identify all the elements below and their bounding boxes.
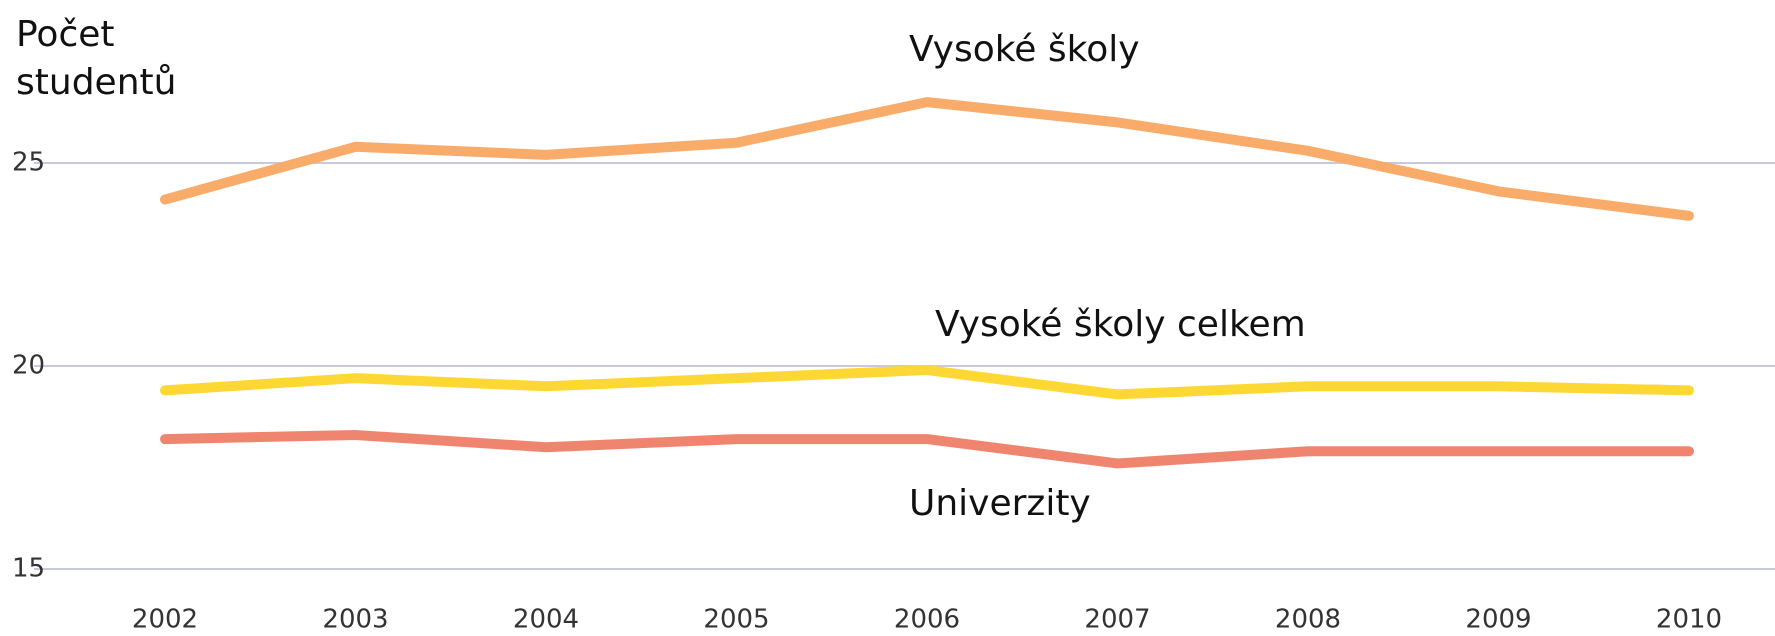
- y-axis-label: Počet: [16, 14, 115, 55]
- series-label: Vysoké školy celkem: [935, 304, 1306, 345]
- y-tick-label: 25: [12, 148, 45, 178]
- y-tick-label: 20: [12, 351, 45, 381]
- x-tick-label: 2004: [513, 605, 579, 635]
- y-axis-label: studentů: [16, 62, 176, 103]
- series-label: Univerzity: [909, 483, 1091, 524]
- x-tick-label: 2010: [1656, 605, 1722, 635]
- y-tick-label: 15: [12, 554, 45, 584]
- series-line: [160, 430, 1694, 469]
- x-tick-label: 2002: [132, 605, 198, 635]
- x-tick-label: 2007: [1084, 605, 1150, 635]
- x-tick-label: 2005: [703, 605, 769, 635]
- x-tick-label: 2008: [1275, 605, 1341, 635]
- series-label: Vysoké školy: [909, 29, 1140, 70]
- x-tick-label: 2006: [894, 605, 960, 635]
- x-tick-label: 2009: [1465, 605, 1531, 635]
- series-line: [160, 97, 1694, 221]
- series-line: [160, 365, 1694, 400]
- x-tick-label: 2003: [322, 605, 388, 635]
